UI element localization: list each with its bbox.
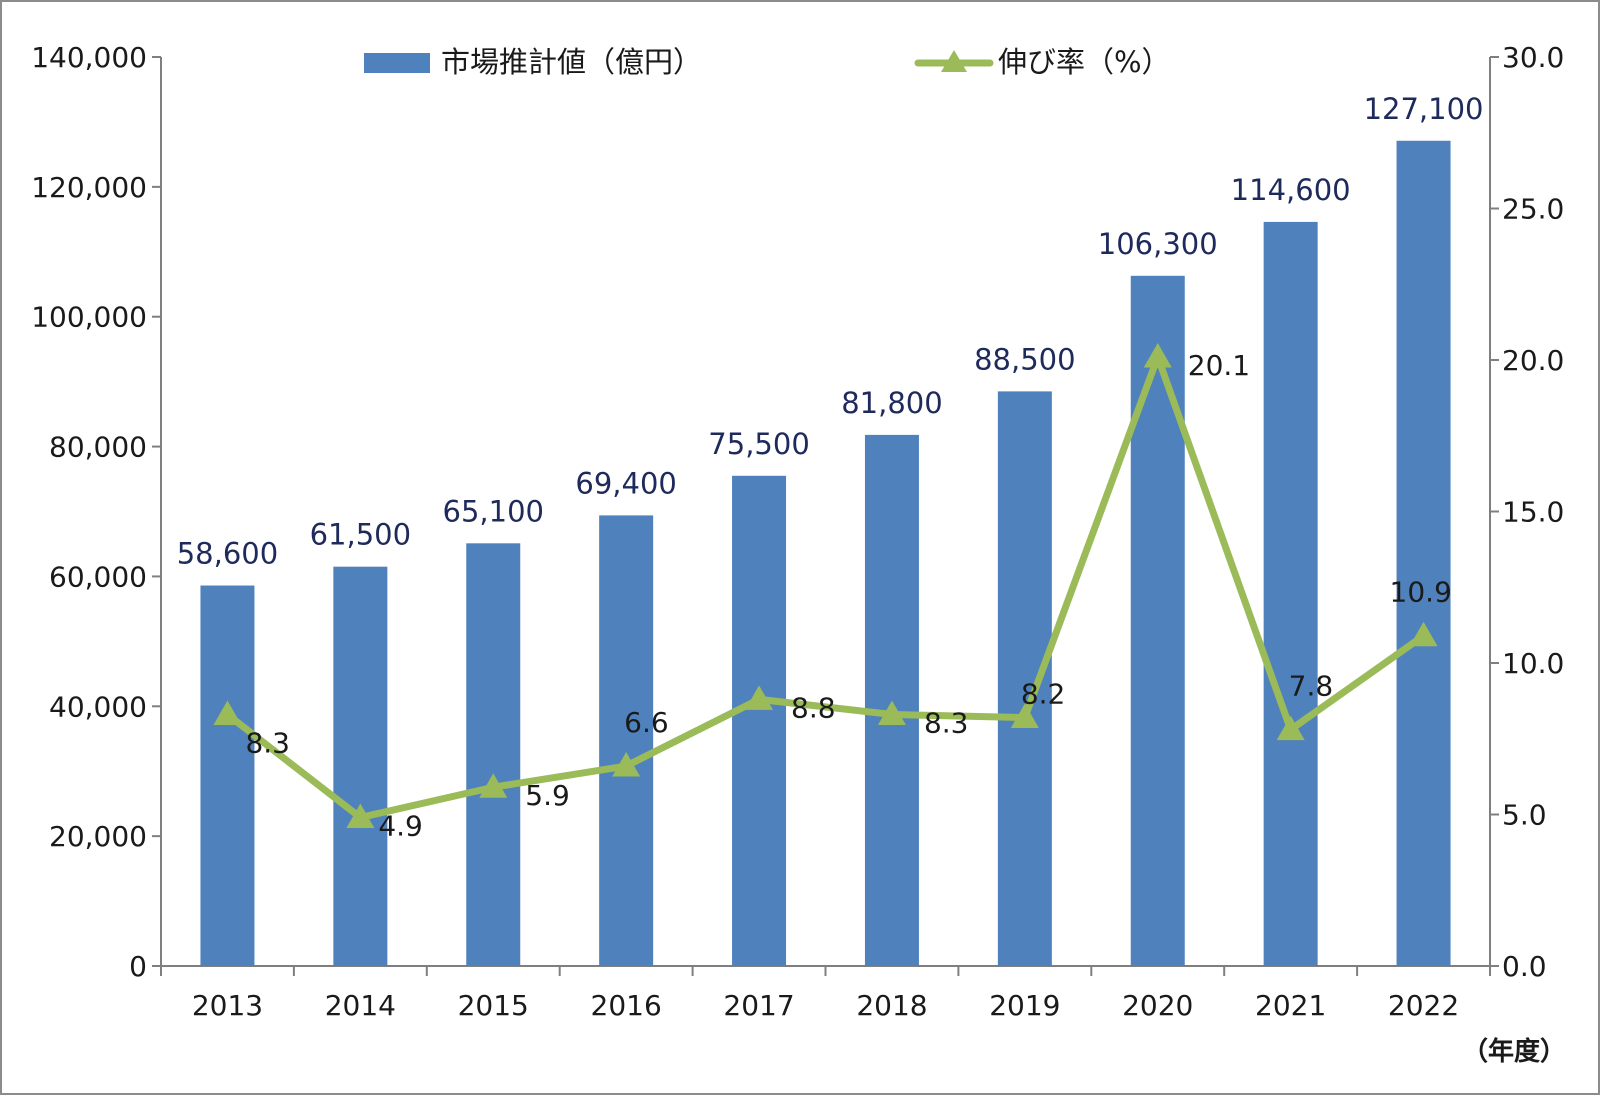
legend-bar-swatch xyxy=(364,53,430,73)
right-y-tick-label: 15.0 xyxy=(1502,496,1564,529)
x-tick-label: 2017 xyxy=(723,989,794,1022)
legend-line-label: 伸び率（%） xyxy=(998,45,1171,79)
growth-rate-line xyxy=(223,353,1428,822)
bar-data-label: 114,600 xyxy=(1231,173,1351,207)
bar-data-label: 65,100 xyxy=(443,494,544,528)
triangle-marker xyxy=(346,803,375,829)
x-tick-label: 2022 xyxy=(1388,989,1459,1022)
triangle-marker xyxy=(1276,715,1305,741)
bar xyxy=(466,543,521,966)
bar-data-label: 69,400 xyxy=(575,466,676,500)
right-y-tick-label: 25.0 xyxy=(1502,193,1564,226)
line-data-label: 8.8 xyxy=(791,691,836,724)
right-y-tick-label: 10.0 xyxy=(1502,647,1564,680)
left-y-tick-label: 40,000 xyxy=(49,690,147,723)
left-y-tick-label: 20,000 xyxy=(49,820,147,853)
line-data-label: 8.3 xyxy=(924,707,969,740)
right-y-tick-label: 20.0 xyxy=(1502,344,1564,377)
x-unit-label: （年度） xyxy=(1462,1036,1566,1067)
bar xyxy=(1130,275,1185,966)
line-data-label: 8.2 xyxy=(1021,678,1066,711)
left-y-tick-label: 0 xyxy=(129,950,147,983)
right-y-tick-label: 5.0 xyxy=(1502,799,1547,832)
bar xyxy=(599,515,654,966)
bar xyxy=(1263,221,1318,966)
x-tick-label: 2020 xyxy=(1122,989,1193,1022)
triangle-marker xyxy=(1409,621,1438,647)
bar xyxy=(200,585,255,966)
right-y-tick-label: 0.0 xyxy=(1502,950,1547,983)
x-tick-label: 2019 xyxy=(989,989,1060,1022)
triangle-marker xyxy=(1010,703,1039,729)
bar-data-label: 106,300 xyxy=(1098,227,1218,261)
triangle-marker xyxy=(612,752,641,777)
triangle-marker xyxy=(877,700,906,726)
line-data-label: 10.9 xyxy=(1390,576,1452,609)
x-tick-label: 2014 xyxy=(325,989,396,1022)
bar xyxy=(732,475,787,966)
bar xyxy=(333,566,388,966)
triangle-marker xyxy=(213,700,242,726)
bar-data-label: 61,500 xyxy=(310,518,411,552)
left-y-tick-label: 80,000 xyxy=(49,431,147,464)
triangle-marker xyxy=(1143,342,1172,368)
left-y-tick-label: 140,000 xyxy=(31,41,147,74)
bar-data-label: 58,600 xyxy=(177,537,278,571)
line-data-label: 8.3 xyxy=(245,727,290,760)
line-data-label: 6.6 xyxy=(624,706,669,739)
line-data-label: 20.1 xyxy=(1188,349,1250,382)
line-data-label: 7.8 xyxy=(1289,670,1334,703)
x-tick-label: 2013 xyxy=(192,989,263,1022)
x-tick-label: 2015 xyxy=(458,989,529,1022)
triangle-marker xyxy=(479,773,508,798)
left-y-tick-label: 120,000 xyxy=(31,171,147,204)
right-y-tick-label: 30.0 xyxy=(1502,41,1564,74)
legend-triangle-icon xyxy=(941,50,967,72)
left-y-tick-label: 100,000 xyxy=(31,301,147,334)
bar-data-label: 75,500 xyxy=(708,427,809,461)
x-tick-label: 2021 xyxy=(1255,989,1326,1022)
legend-bar-label: 市場推計値（億円） xyxy=(441,45,702,79)
line-data-label: 5.9 xyxy=(525,779,570,812)
bar-data-label: 127,100 xyxy=(1364,92,1484,126)
bar-data-label: 81,800 xyxy=(841,386,942,420)
bar-data-label: 88,500 xyxy=(974,342,1075,376)
x-tick-label: 2018 xyxy=(856,989,927,1022)
bar xyxy=(864,434,919,966)
line-data-label: 4.9 xyxy=(378,810,423,843)
x-tick-label: 2016 xyxy=(591,989,662,1022)
bar xyxy=(1396,140,1451,966)
left-y-tick-label: 60,000 xyxy=(49,560,147,593)
triangle-marker xyxy=(745,685,774,710)
